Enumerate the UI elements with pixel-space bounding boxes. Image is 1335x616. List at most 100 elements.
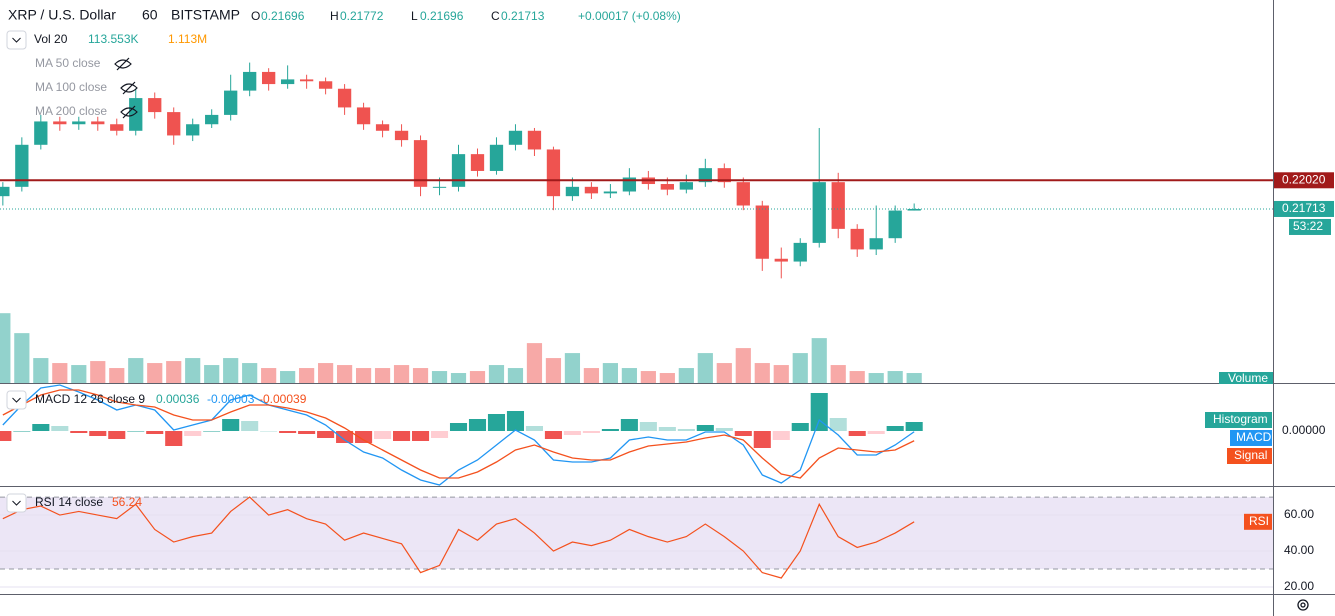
candle-body	[755, 205, 769, 259]
volume-bar	[488, 365, 505, 383]
eye-slash-icon[interactable]	[120, 105, 138, 119]
volume-bar	[242, 363, 258, 383]
candle-body	[888, 210, 902, 239]
hidden-icons	[114, 57, 138, 119]
histogram-bar	[601, 429, 619, 431]
price-label: 0.22020	[1282, 172, 1326, 186]
settings-button[interactable]	[1297, 599, 1309, 611]
histogram-bar	[260, 431, 278, 432]
candle-body	[736, 182, 750, 206]
volume-bar	[830, 365, 846, 383]
candle-body	[337, 88, 352, 108]
indicator-title: MACD 12 26 close 9	[35, 392, 145, 406]
axis-layer: 0.22020 0.21713 53:22 Volume 0.00000 Histogra…	[1205, 172, 1334, 593]
candle-body	[907, 208, 921, 211]
histogram-bar	[317, 431, 335, 438]
volume-bar	[52, 363, 68, 383]
histogram-bar	[32, 424, 50, 431]
volume-bar	[318, 363, 334, 383]
histogram-bar	[13, 431, 31, 432]
histogram-bar	[848, 431, 866, 436]
candle-body	[432, 186, 447, 188]
price-label-bg	[1274, 200, 1334, 217]
volume-bar	[526, 343, 543, 383]
chevron-icon	[12, 37, 21, 43]
volume-bar	[678, 368, 694, 383]
candle-body	[565, 186, 580, 197]
histogram-bar	[582, 431, 600, 433]
histogram-bar	[525, 426, 543, 431]
y-tick-label: 0.00000	[1282, 423, 1326, 437]
candle-body	[224, 90, 238, 115]
histogram-bar	[355, 431, 373, 443]
candle-body	[34, 121, 48, 145]
histogram-bar	[487, 414, 506, 431]
volume-bar	[545, 358, 562, 383]
indicator-title: Vol 20	[34, 32, 68, 46]
volume-bar	[507, 368, 524, 383]
volume-bar	[14, 333, 30, 383]
ohlc-value: 0.21696	[420, 9, 464, 23]
histogram-bar	[222, 419, 240, 431]
histogram-bar	[146, 431, 164, 434]
collapse-button[interactable]	[6, 390, 27, 410]
volume-bar	[887, 371, 903, 383]
indicator-value: 56.24	[112, 495, 142, 509]
volume-bar	[280, 371, 296, 383]
candle-body	[53, 121, 67, 125]
rsi-band	[0, 497, 1273, 570]
eye-slash-icon[interactable]	[114, 57, 132, 71]
rsi-line	[2, 496, 915, 579]
candle-body	[262, 71, 276, 85]
candle-body	[91, 121, 105, 125]
volume-bar	[147, 363, 163, 383]
indicator-value: -0.00003	[207, 392, 255, 406]
eye-slash-icon[interactable]	[120, 81, 138, 95]
histogram-bar	[241, 421, 259, 431]
histogram-bar	[658, 427, 676, 431]
series-badge	[1205, 412, 1272, 428]
macd-line	[2, 389, 915, 479]
histogram-bar	[51, 426, 69, 431]
histogram-bar	[639, 422, 657, 431]
ohlc-label: L	[411, 9, 418, 23]
volume-bar	[450, 373, 467, 383]
histogram-bar	[336, 431, 354, 443]
candle-body	[129, 98, 143, 131]
volume-bar	[906, 373, 922, 383]
ohlc-label: C	[491, 9, 500, 23]
chevron-icon	[12, 397, 21, 403]
volume-bar	[0, 313, 11, 383]
chevron-icon	[12, 500, 21, 506]
candle-body	[679, 182, 693, 190]
candle-body	[186, 124, 200, 136]
candle-body	[527, 130, 542, 150]
gear-icon-center	[1300, 602, 1306, 608]
countdown-bg	[1289, 218, 1331, 235]
candle-body	[167, 112, 181, 136]
macd-line	[2, 384, 915, 486]
series-badge	[1230, 430, 1272, 446]
histogram-bar	[279, 431, 297, 433]
collapse-button[interactable]	[6, 30, 27, 50]
histogram-bar	[772, 431, 790, 440]
candle-body	[812, 182, 826, 243]
volume-bar	[336, 365, 353, 383]
candle-body	[869, 238, 883, 250]
collapse-button[interactable]	[6, 493, 27, 513]
histogram-bar	[0, 431, 12, 441]
histogram-bar	[298, 431, 316, 434]
ma-legend: MA 200 close	[35, 104, 107, 118]
histogram-bar	[70, 431, 88, 433]
series-badge-label: Signal	[1234, 448, 1267, 462]
volume-bar	[583, 368, 600, 383]
candle-body	[0, 186, 10, 197]
volume-bar	[204, 365, 220, 383]
volume-bar	[697, 353, 713, 383]
volume-bar	[754, 363, 770, 383]
indicator-value: -0.00039	[259, 392, 307, 406]
volume-bar	[849, 371, 865, 383]
candle-body	[318, 81, 333, 89]
